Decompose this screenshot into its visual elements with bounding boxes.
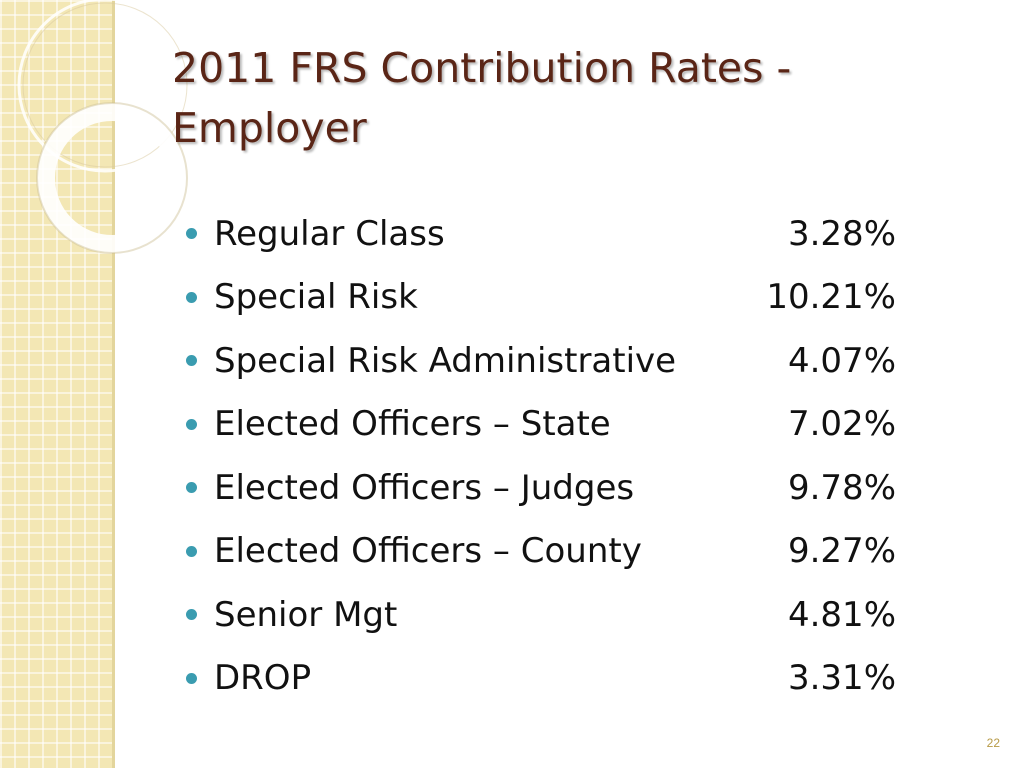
rate-label: Elected Officers – State xyxy=(214,404,611,445)
bullet-icon xyxy=(186,291,197,303)
bullet-icon xyxy=(186,672,197,684)
decorative-ring-lower xyxy=(37,103,187,253)
rate-row-elected-officers-judges: Elected Officers – Judges 9.78% xyxy=(186,456,906,520)
bullet-icon xyxy=(186,609,197,621)
rate-value: 10.21% xyxy=(766,277,896,318)
rate-value: 3.28% xyxy=(787,213,896,254)
rate-value: 4.07% xyxy=(787,340,896,381)
bullet-icon xyxy=(186,228,197,240)
decorative-side-band xyxy=(0,0,112,768)
decorative-rings xyxy=(17,0,193,254)
rate-row-senior-mgt: Senior Mgt 4.81% xyxy=(186,583,906,647)
rate-value: 9.78% xyxy=(787,467,896,508)
bullet-icon xyxy=(186,482,197,494)
rate-label: Regular Class xyxy=(214,213,445,254)
rate-label: Senior Mgt xyxy=(214,594,398,635)
rate-row-special-risk: Special Risk 10.21% xyxy=(186,266,906,330)
bullet-icon xyxy=(186,355,197,367)
side-band-edge xyxy=(112,0,115,768)
rate-label: Special Risk Administrative xyxy=(214,340,677,381)
rate-row-elected-officers-county: Elected Officers – County 9.27% xyxy=(186,520,906,584)
rate-value: 4.81% xyxy=(787,594,896,635)
rate-label: Elected Officers – Judges xyxy=(214,467,635,508)
decorative-ring-upper xyxy=(17,0,193,173)
rate-row-regular-class: Regular Class 3.28% xyxy=(186,202,906,266)
rate-row-elected-officers-state: Elected Officers – State 7.02% xyxy=(186,393,906,457)
rate-row-special-risk-administrative: Special Risk Administrative 4.07% xyxy=(186,329,906,393)
rate-label: Special Risk xyxy=(214,277,418,318)
rate-label: Elected Officers – County xyxy=(214,531,642,572)
decorative-ring-upper-inner xyxy=(22,2,188,168)
bullet-icon xyxy=(186,545,197,557)
rate-row-drop: DROP 3.31% xyxy=(186,647,906,711)
rate-label: DROP xyxy=(214,658,312,699)
page-number: 22 xyxy=(986,736,1000,750)
decorative-ring-lower-shade xyxy=(36,102,188,254)
slide-title: 2011 FRS Contribution Rates - Employer xyxy=(172,44,792,152)
contribution-rates-list: Regular Class 3.28% Special Risk 10.21% … xyxy=(186,202,906,710)
rate-value: 7.02% xyxy=(787,404,896,445)
rate-value: 3.31% xyxy=(787,658,896,699)
bullet-icon xyxy=(186,418,197,430)
rate-value: 9.27% xyxy=(787,531,896,572)
